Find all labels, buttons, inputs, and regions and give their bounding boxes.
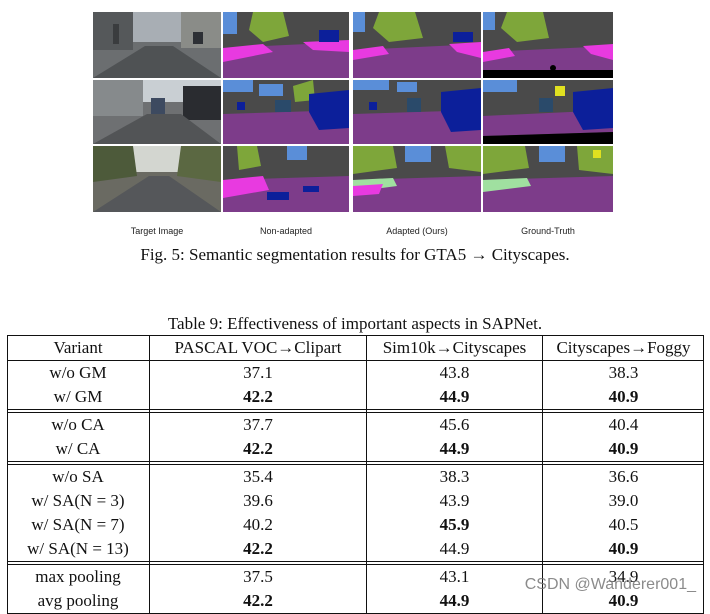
sim10k-cityscapes-cell: 38.3 [439,467,470,486]
variant-cell: w/ GM [53,387,103,406]
target-image-2 [93,80,221,144]
sim10k-cityscapes-cell: 44.9 [439,439,470,458]
adapted-3 [353,146,481,212]
table-row: max pooling 37.5 43.1 34.9 [7,565,704,589]
target-image-1 [93,12,221,78]
table-row: w/ SA(N = 13) 42.2 44.9 40.9 [7,537,704,561]
sim10k-cityscapes-cell: 43.9 [439,491,470,510]
table-row: w/o SA 35.4 38.3 36.6 [7,465,704,489]
sim10k-cityscapes-cell: 45.6 [439,415,470,434]
voc-clipart-cell: 42.2 [243,387,273,406]
sim10k-cityscapes-cell: 44.9 [439,539,470,558]
voc-clipart-cell: 35.4 [243,467,273,486]
table-column-rule [7,335,8,614]
variant-cell: w/o GM [49,363,107,382]
cityscapes-foggy-cell: 40.9 [608,387,639,406]
voc-clipart-cell: 37.5 [243,567,273,586]
segmentation-figure: Target Image Non-adapted Adapted (Ours) … [93,12,613,236]
ground-truth-3 [483,146,613,212]
sim10k-cityscapes-cell: 43.8 [439,363,470,382]
cityscapes-foggy-cell: 40.9 [608,539,639,558]
variant-cell: w/o SA [52,467,104,486]
table-column-rule [149,335,150,614]
cityscapes-foggy-cell: 36.6 [608,467,639,486]
ground-truth-1 [483,12,613,78]
target-image-3 [93,146,221,212]
voc-clipart-cell: 40.2 [243,515,273,534]
table-caption: Table 9: Effectiveness of important aspe… [167,314,543,333]
sim10k-cityscapes-cell: 44.9 [439,591,470,610]
cityscapes-foggy-cell: 40.5 [608,515,639,534]
table-row: w/ SA(N = 3) 39.6 43.9 39.0 [7,489,704,513]
column-label-adapted: Adapted (Ours) [386,226,448,236]
table-column-rule [366,335,367,614]
table-row: w/o GM 37.1 43.8 38.3 [7,361,704,385]
cityscapes-foggy-cell: 34.9 [608,567,639,586]
voc-clipart-cell: 42.2 [243,439,273,458]
table-header-row: Variant PASCAL VOC→Clipart Sim10k→Citysc… [7,336,704,360]
non-adapted-1 [223,12,349,78]
column-label-target: Target Image [130,226,184,236]
variant-cell: max pooling [35,567,121,586]
table-row: w/o CA 37.7 45.6 40.4 [7,413,704,437]
sim10k-cityscapes-cell: 43.1 [439,567,470,586]
table-rule [7,561,704,562]
non-adapted-3 [223,146,349,212]
variant-cell: avg pooling [37,591,119,610]
voc-clipart-cell: 39.6 [243,491,273,510]
column-label-ground-truth: Ground-Truth [521,226,575,236]
column-label-non-adapted: Non-adapted [259,226,313,236]
header-sim10k-cityscapes: Sim10k→Cityscapes [382,338,527,357]
table-rule [7,412,704,413]
watermark: CSDN @Wanderer001_ [524,576,696,593]
table-rule [7,461,704,462]
table-column-rule [542,335,543,614]
header-cityscapes-foggy: Cityscapes→Foggy [556,338,691,357]
variant-cell: w/ SA(N = 7) [31,515,125,534]
table-column-rule [703,335,704,614]
sim10k-cityscapes-cell: 44.9 [439,387,470,406]
voc-clipart-cell: 37.7 [243,415,273,434]
table-rule [7,360,704,361]
voc-clipart-cell: 42.2 [243,539,273,558]
voc-clipart-cell: 42.2 [243,591,273,610]
adapted-2 [353,80,481,144]
cityscapes-foggy-cell: 40.4 [608,415,639,434]
variant-cell: w/ SA(N = 3) [31,491,125,510]
table-row: w/ SA(N = 7) 40.2 45.9 40.5 [7,513,704,537]
header-variant: Variant [53,338,103,357]
header-voc-clipart: PASCAL VOC→Clipart [174,338,342,357]
table-rule [7,564,704,565]
ground-truth-2 [483,80,613,144]
table-top-rule [7,335,704,336]
variant-cell: w/o CA [51,415,105,434]
table-row: w/ CA 42.2 44.9 40.9 [7,437,704,461]
variant-cell: w/ SA(N = 13) [27,539,129,558]
cityscapes-foggy-cell: 39.0 [608,491,639,510]
cityscapes-foggy-cell: 38.3 [608,363,639,382]
non-adapted-2 [223,80,349,144]
voc-clipart-cell: 37.1 [243,363,273,382]
table-rule [7,464,704,465]
adapted-1 [353,12,481,78]
table-row: w/ GM 42.2 44.9 40.9 [7,385,704,409]
sim10k-cityscapes-cell: 45.9 [439,515,470,534]
table-rule [7,409,704,410]
cityscapes-foggy-cell: 40.9 [608,439,639,458]
figure-caption: Fig. 5: Semantic segmentation results fo… [140,245,570,264]
variant-cell: w/ CA [55,439,101,458]
